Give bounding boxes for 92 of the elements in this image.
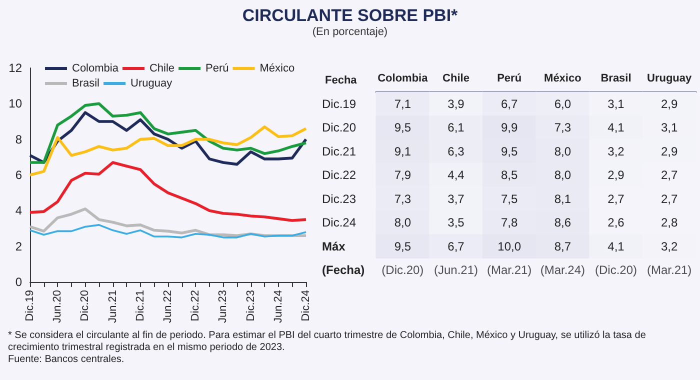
y-axis-title: Fecha <box>325 74 358 86</box>
y-tick-label: 2 <box>15 239 22 254</box>
y-tick-label: Dic.20 <box>322 120 356 135</box>
text: (Dic.20) <box>594 263 638 278</box>
text: CIRCULANTE SOBRE PBI* <box>241 6 459 26</box>
y-tick-label: 4 <box>15 204 22 218</box>
x-tick-label: Jun.23 <box>217 290 230 324</box>
x-tick-label: Jun.22 <box>162 290 174 324</box>
text: (Mar.21) <box>646 263 692 278</box>
x-tick-label: Perú <box>497 72 522 84</box>
y-tick-label: Dic.21 <box>322 144 356 158</box>
data-label: 7,8 <box>500 216 518 230</box>
source-note: Fuente: Bancos centrales. <box>8 354 126 366</box>
data-label: 7,1 <box>394 96 412 111</box>
x-tick-label: Dic.24 <box>300 290 312 322</box>
x-tick-label: Dic.22 <box>190 290 202 322</box>
legend-label: Perú <box>206 62 229 74</box>
data-label: 6,3 <box>448 144 465 158</box>
data-label: 3,7 <box>448 192 465 206</box>
data-label: 7,9 <box>394 168 412 182</box>
line-series <box>28 125 308 176</box>
data-label: 6,0 <box>554 96 572 111</box>
data-label: 4,1 <box>608 239 625 254</box>
line-series <box>28 161 308 222</box>
legend-label: Colombia <box>72 62 120 74</box>
data-label: 7,5 <box>500 192 518 206</box>
data-label: 2,9 <box>660 96 678 111</box>
data-label: 7,3 <box>554 120 572 135</box>
text: (Dic.20) <box>382 263 424 278</box>
data-label: 2,7 <box>660 168 678 182</box>
data-label: 4,4 <box>448 168 465 182</box>
line-series <box>28 102 308 164</box>
data-label: 3,2 <box>660 239 678 254</box>
data-label: 8,0 <box>554 144 572 158</box>
data-label: 6,1 <box>448 120 465 135</box>
y-tick-label: (Fecha) <box>322 263 365 278</box>
x-tick-label: Jun.24 <box>272 290 284 324</box>
data-label: 3,2 <box>608 144 625 158</box>
data-label: 8,0 <box>394 216 412 230</box>
y-tick-label: Dic.23 <box>322 192 356 206</box>
data-label: 7,3 <box>394 192 412 206</box>
data-label: 2,6 <box>608 216 625 230</box>
y-tick-label: Dic.24 <box>322 216 356 230</box>
y-tick-label: 0 <box>15 275 22 289</box>
data-label: 9,5 <box>394 120 412 135</box>
data-label: 3,5 <box>448 216 465 230</box>
y-tick-label: Máx <box>322 239 346 254</box>
x-tick-label: Chile <box>442 72 470 84</box>
text: (Mar.24) <box>540 263 586 278</box>
x-tick-label: Jun.21 <box>106 290 119 324</box>
text: (Jun.21) <box>434 263 478 278</box>
data-label: 10,0 <box>498 239 522 254</box>
data-label: 2,7 <box>660 192 678 206</box>
x-tick-label: Uruguay <box>647 72 693 84</box>
x-tick-label: Dic.20 <box>79 290 92 322</box>
data-label: 8,1 <box>554 192 572 206</box>
data-label: 9,5 <box>394 239 412 254</box>
x-tick-label: Dic.23 <box>244 290 257 322</box>
data-label: 2,7 <box>608 192 625 206</box>
y-tick-label: 10 <box>8 96 22 111</box>
y-tick-label: 8 <box>15 132 22 146</box>
text: (En porcentaje) <box>311 26 389 38</box>
data-label: 8,7 <box>554 239 572 254</box>
legend-label: Chile <box>149 62 175 74</box>
x-tick-label: Colombia <box>378 72 429 84</box>
data-label: 8,0 <box>554 168 572 182</box>
line-series <box>29 224 307 238</box>
y-tick-label: Dic.22 <box>322 168 356 182</box>
data-label: 2,9 <box>608 168 625 182</box>
text: * Se considera el circulante al fin de periodo. Para estimar el PBI del cuarto trimestre de Colombia, Chile, México y Uruguay, se utilizó la tasa de crecimiento trimestral registrada en el mismo periodo de 2023. <box>8 330 647 354</box>
data-label: 9,1 <box>394 144 412 158</box>
data-label: 3,1 <box>660 120 678 135</box>
data-label: 9,9 <box>500 120 518 135</box>
y-tick-label: Dic.19 <box>322 96 356 111</box>
x-tick-label: Dic.21 <box>134 290 146 322</box>
data-label: 6,7 <box>500 96 518 111</box>
data-label: 3,9 <box>448 96 465 111</box>
x-tick-label: México <box>544 72 582 84</box>
data-label: 4,1 <box>608 120 625 135</box>
y-tick-label: 12 <box>8 61 22 75</box>
data-label: 2,8 <box>660 216 678 230</box>
data-label: 9,5 <box>500 144 518 158</box>
text: (Mar.21) <box>486 263 532 278</box>
data-label: 6,7 <box>448 239 465 254</box>
data-label: 3,1 <box>608 96 625 111</box>
data-label: 2,9 <box>660 144 678 158</box>
legend-label: México <box>260 62 295 74</box>
x-tick-label: Brasil <box>600 72 632 84</box>
y-tick-label: 6 <box>15 168 22 182</box>
data-label: 8,6 <box>554 216 572 230</box>
data-label: 8,5 <box>500 168 518 182</box>
x-tick-label: Jun.20 <box>52 290 64 324</box>
